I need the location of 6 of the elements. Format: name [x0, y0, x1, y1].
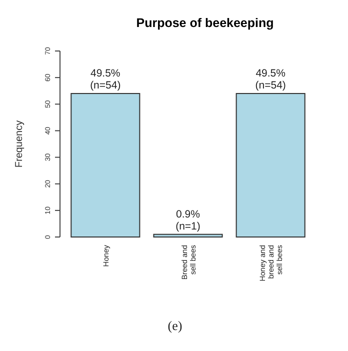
chart-title: Purpose of beekeeping	[136, 16, 274, 30]
y-axis-title: Frequency	[14, 120, 25, 168]
text: (e)	[168, 318, 182, 333]
data-label: 49.5% (n=54)	[90, 68, 121, 92]
data-label: 49.5% (n=54)	[255, 68, 286, 92]
data-label: 0.9% (n=1)	[176, 208, 200, 232]
